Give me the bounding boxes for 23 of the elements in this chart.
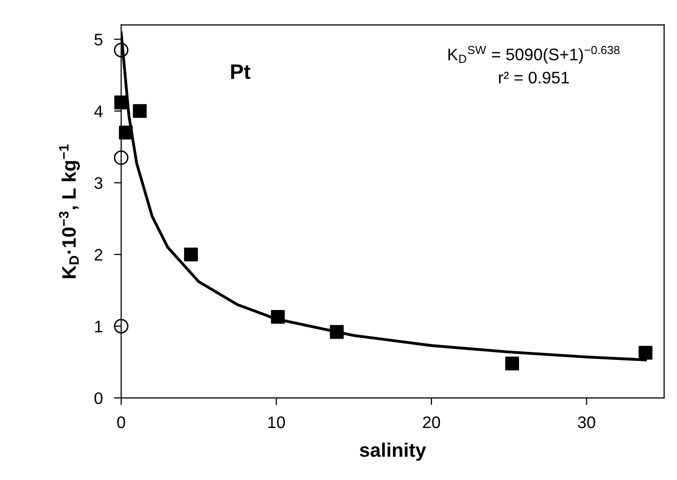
point <box>184 248 198 262</box>
y-tick-label: 5 <box>94 34 102 46</box>
x-tick-label: 10 <box>268 416 285 428</box>
point <box>132 104 147 118</box>
y-tick-label: 0 <box>94 392 102 404</box>
y-tick-label: 3 <box>94 177 102 189</box>
point <box>505 356 520 370</box>
y-tick-label: 4 <box>94 106 103 118</box>
annotation: K$_{D}$$^{SW}$ = 5090(S+1)$^{−0.638}$ <box>448 46 620 64</box>
x-tick-label: 30 <box>578 416 596 428</box>
y-axis-title: K$_{D}$·10$^{−3}$, L kg$^{−1}$ <box>58 144 80 278</box>
point <box>330 325 344 339</box>
y-tick-label: 2 <box>94 248 102 261</box>
annotation: r² = 0.951 <box>499 72 569 84</box>
x-axis-title: salinity <box>360 442 426 461</box>
x-tick-label: 20 <box>423 416 440 428</box>
point <box>638 346 652 360</box>
annotation: Pt <box>231 64 250 80</box>
x-tick-label: 0 <box>117 416 126 428</box>
point <box>114 96 128 110</box>
point <box>270 310 285 324</box>
y-tick-label: 1 <box>95 320 102 332</box>
point <box>118 126 133 140</box>
